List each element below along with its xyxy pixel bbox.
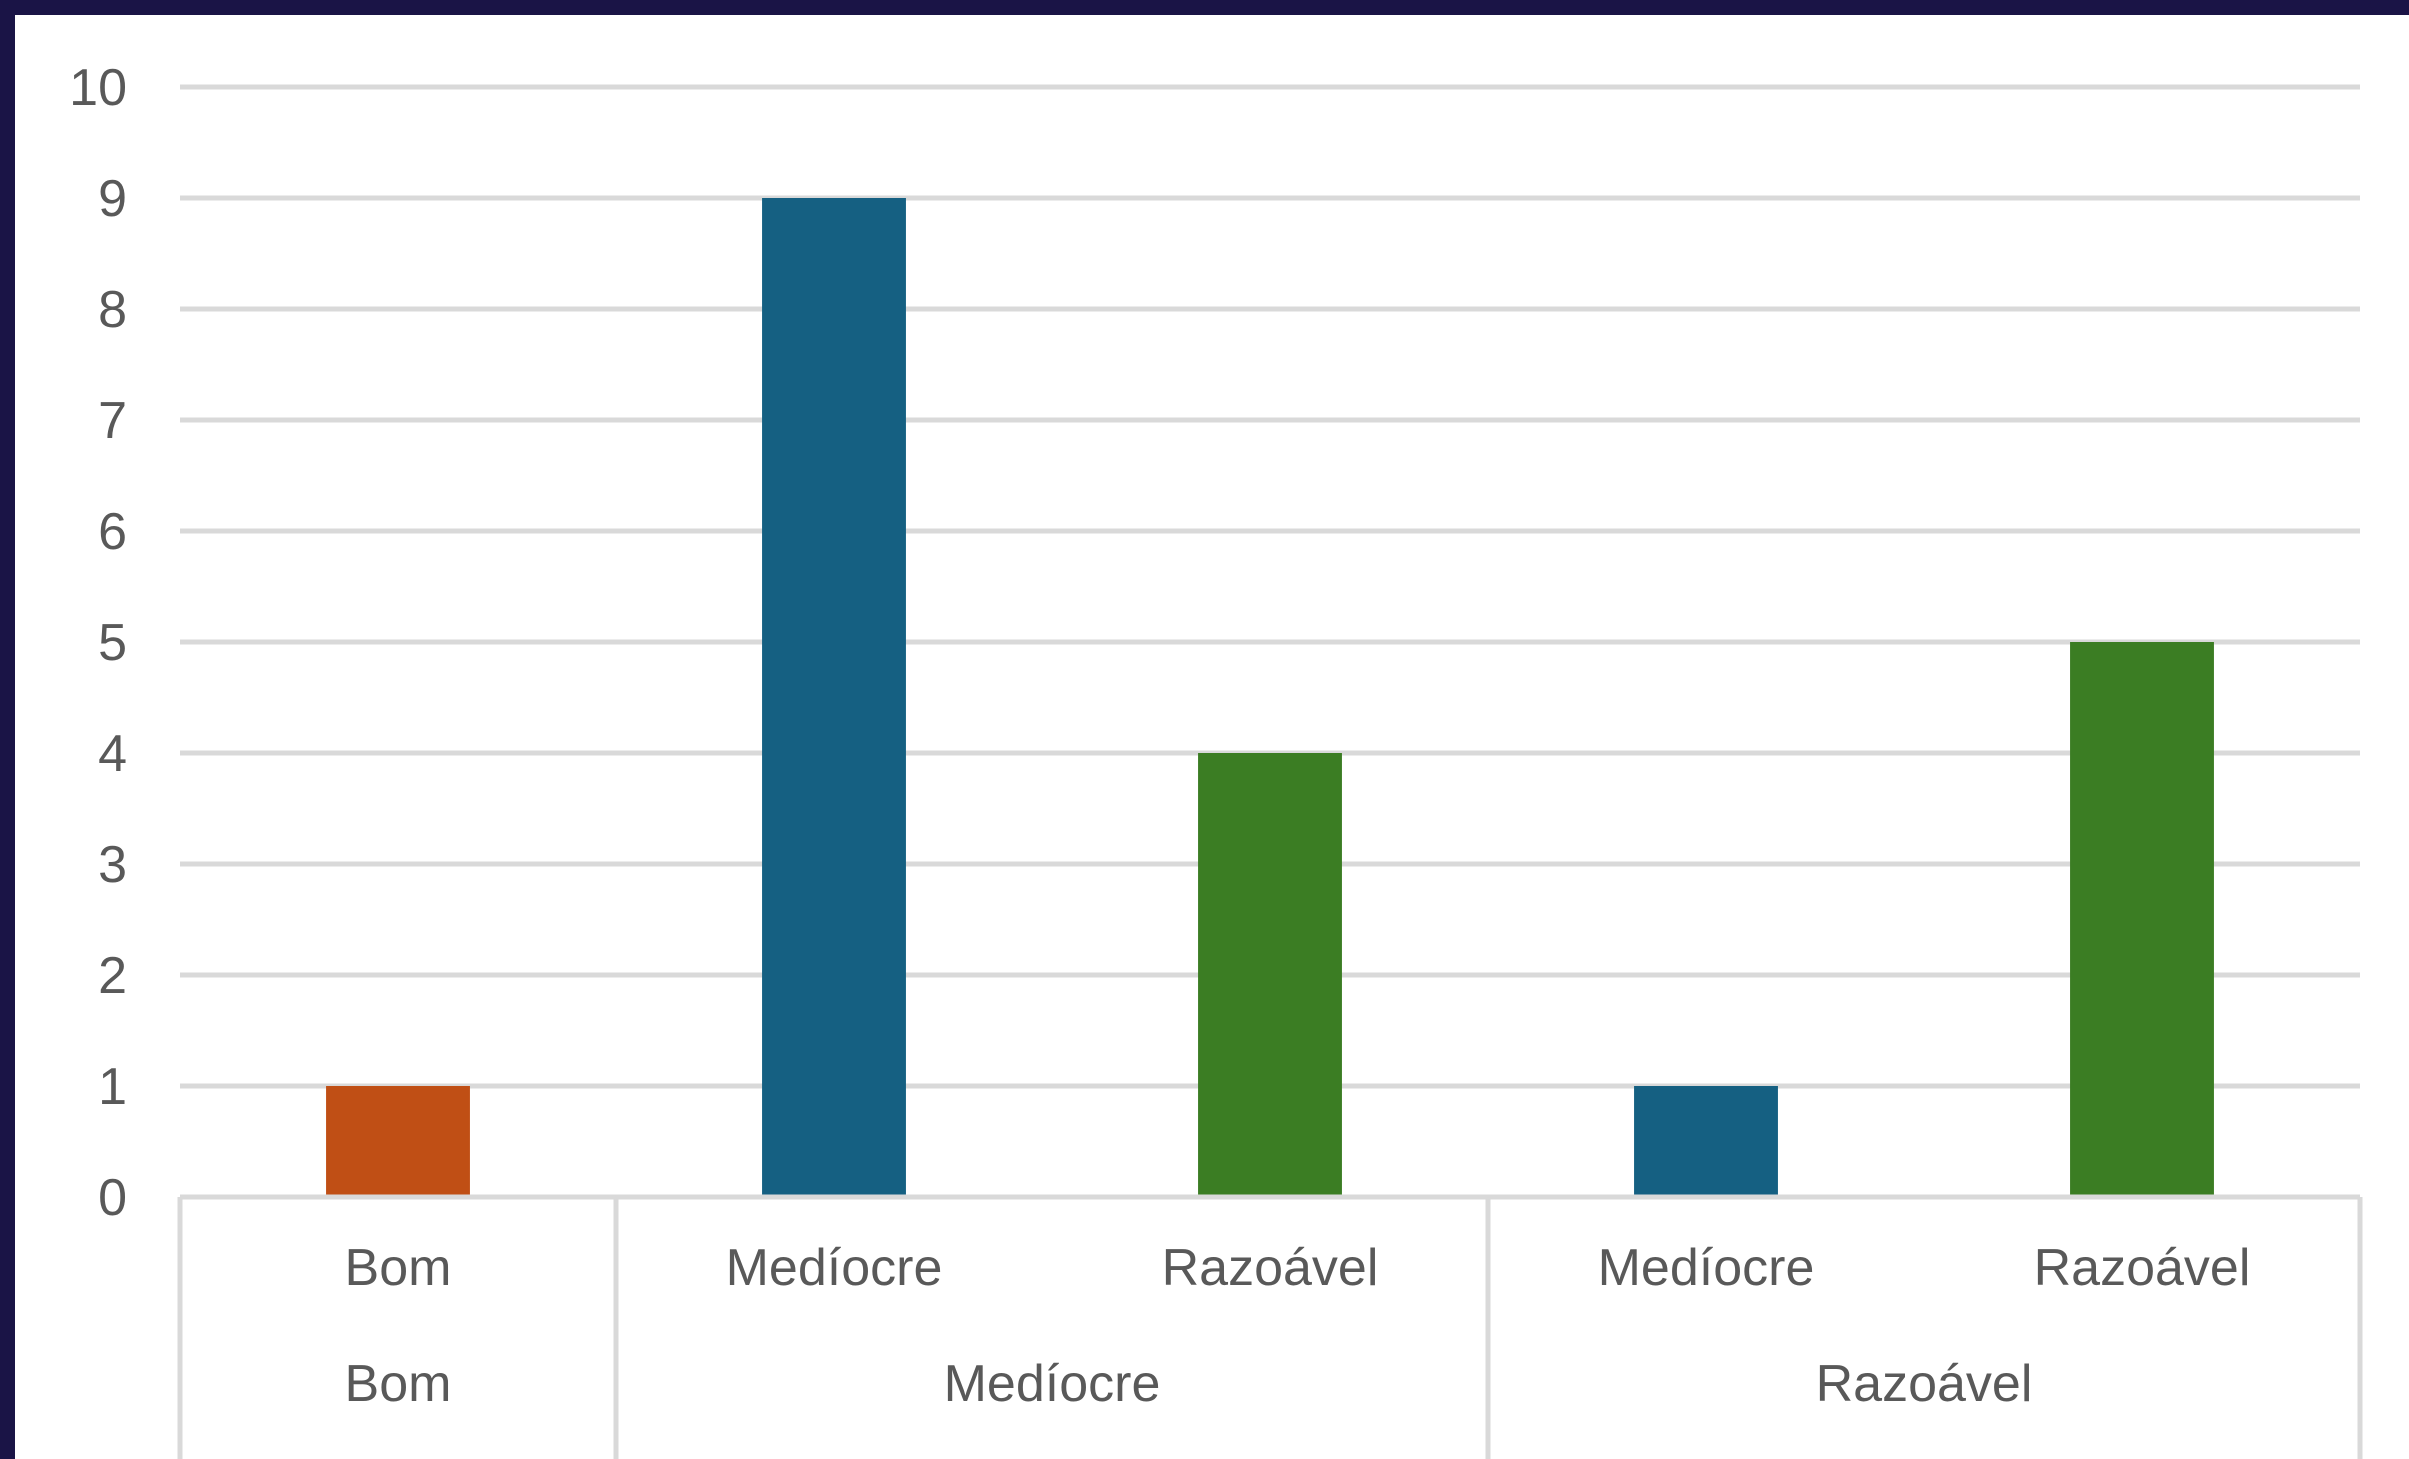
y-tick-label: 8 <box>98 281 127 339</box>
category-label: Medíocre <box>1598 1239 1815 1297</box>
category-label: Razoável <box>1162 1239 1379 1297</box>
y-tick-label: 2 <box>98 947 127 1005</box>
group-label: Razoável <box>1816 1355 2033 1413</box>
y-tick-label: 1 <box>98 1058 127 1116</box>
category-label: Bom <box>345 1239 452 1297</box>
bars <box>326 198 2214 1197</box>
y-tick-label: 5 <box>98 614 127 672</box>
y-tick-label: 0 <box>98 1169 127 1227</box>
category-label: Medíocre <box>726 1239 943 1297</box>
y-tick-label: 4 <box>98 725 127 783</box>
gridlines <box>180 84 2360 1089</box>
group-label: Bom <box>345 1355 452 1413</box>
bar <box>762 198 906 1197</box>
group-label: Medíocre <box>944 1355 1161 1413</box>
category-label: Razoável <box>2034 1239 2251 1297</box>
y-axis-ticks: 0 1 2 3 4 5 6 7 8 9 10 <box>69 59 127 1227</box>
y-tick-label: 9 <box>98 170 127 228</box>
bar <box>1634 1086 1778 1197</box>
bar <box>2070 642 2214 1197</box>
bar <box>1198 753 1342 1197</box>
category-axis <box>177 1194 2363 1459</box>
y-tick-label: 10 <box>69 59 127 117</box>
bar <box>326 1086 470 1197</box>
chart-frame: 0 1 2 3 4 5 6 7 8 9 10 Bom Medíocre Razoável Medíocre… <box>15 15 2409 1459</box>
y-tick-label: 7 <box>98 392 127 450</box>
y-tick-label: 6 <box>98 503 127 561</box>
y-tick-label: 3 <box>98 836 127 894</box>
